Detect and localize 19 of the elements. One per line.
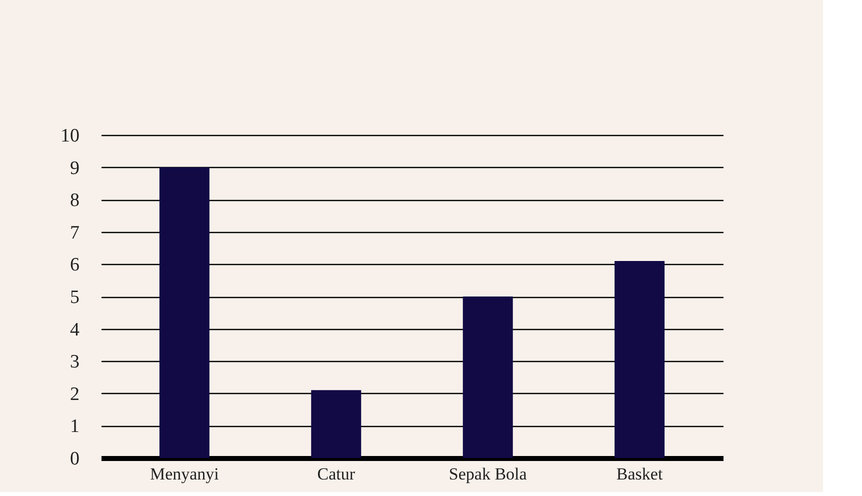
bar xyxy=(311,390,362,458)
x-tick-label: Catur xyxy=(317,464,356,484)
y-tick-label: 4 xyxy=(70,319,80,340)
y-tick-label: 6 xyxy=(70,254,80,276)
bar xyxy=(614,260,665,458)
x-tick-label: Basket xyxy=(616,464,663,484)
y-tick-label: 9 xyxy=(70,158,80,179)
y-tick-label: 3 xyxy=(70,352,80,373)
x-tick-label: Sepak Bola xyxy=(448,464,528,484)
y-tick-label: 10 xyxy=(60,126,80,146)
y-tick-label: 8 xyxy=(70,190,80,212)
y-tick-label: 7 xyxy=(70,222,80,244)
bar xyxy=(462,296,513,458)
y-tick-label: 5 xyxy=(70,287,80,308)
y-tick-label: 1 xyxy=(70,416,80,438)
bar xyxy=(159,167,210,458)
x-tick-label: Menyanyi xyxy=(150,464,220,484)
y-tick-label: 2 xyxy=(70,384,80,405)
y-tick-label: 0 xyxy=(70,448,80,470)
